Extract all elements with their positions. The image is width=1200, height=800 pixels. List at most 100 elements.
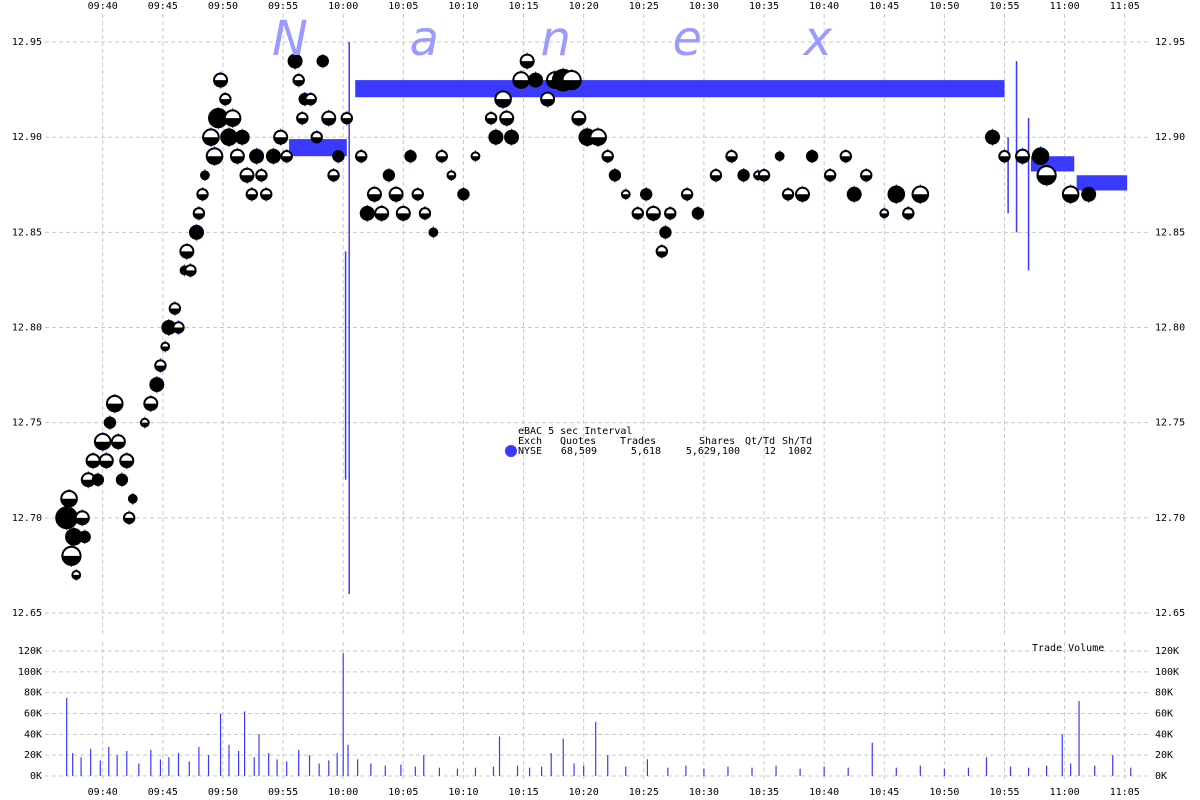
trade-point-half bbox=[758, 175, 770, 181]
trade-point-half bbox=[632, 213, 643, 219]
x-tick-label: 10:55 bbox=[989, 787, 1019, 798]
y-tick-label: 100K bbox=[1155, 667, 1179, 678]
trade-point-half bbox=[75, 517, 89, 525]
y-tick-label: 0K bbox=[1155, 771, 1167, 782]
trade-point-half bbox=[646, 213, 660, 220]
x-tick-label: 09:55 bbox=[268, 787, 298, 798]
legend-header: Shares bbox=[699, 436, 735, 447]
trade-point-half bbox=[221, 137, 237, 145]
trade-point-half bbox=[660, 232, 671, 238]
legend-header: Qt/Td bbox=[745, 436, 775, 447]
trade-point-half bbox=[104, 422, 116, 428]
x-tick-label: 11:00 bbox=[1050, 1, 1080, 12]
trade-point-half bbox=[880, 213, 889, 218]
legend-cell: 68,509 bbox=[561, 446, 597, 457]
trade-point-half bbox=[360, 213, 374, 220]
trade-point-half bbox=[297, 118, 308, 124]
trade-point-half bbox=[61, 498, 77, 507]
trade-point-half bbox=[266, 156, 280, 163]
y-tick-label: 12.65 bbox=[12, 608, 42, 619]
legend-marker bbox=[505, 445, 517, 457]
trade-point-half bbox=[256, 175, 267, 181]
trade-point-half bbox=[150, 384, 164, 392]
trade-point-half bbox=[847, 194, 861, 201]
trade-point-half bbox=[806, 156, 818, 162]
trade-point-half bbox=[169, 308, 181, 314]
watermark: N a n e x bbox=[272, 11, 833, 67]
trade-point-half bbox=[681, 194, 693, 200]
trade-point-half bbox=[261, 194, 272, 200]
trade-point-half bbox=[116, 479, 128, 485]
x-tick-label: 11:05 bbox=[1110, 787, 1140, 798]
trade-point-half bbox=[738, 175, 749, 181]
trade-point-half bbox=[710, 175, 722, 181]
trade-point-half bbox=[726, 156, 737, 162]
legend-header: Sh/Td bbox=[782, 436, 812, 447]
trade-point-half bbox=[375, 213, 389, 220]
trade-point-half bbox=[436, 156, 447, 162]
trade-point-half bbox=[541, 99, 555, 106]
trade-point-half bbox=[656, 251, 668, 257]
quote-band bbox=[1076, 175, 1128, 191]
trade-point-half bbox=[458, 194, 469, 200]
trade-point-half bbox=[590, 137, 606, 145]
y-tick-label: 12.95 bbox=[12, 37, 42, 48]
trade-point-half bbox=[185, 270, 196, 276]
trade-point-half bbox=[274, 137, 288, 144]
trade-point-half bbox=[692, 213, 704, 219]
trade-point-half bbox=[305, 99, 316, 105]
trade-point-half bbox=[356, 156, 367, 162]
trade-point-half bbox=[640, 194, 652, 200]
trade-point-half bbox=[250, 156, 264, 163]
trade-point-half bbox=[288, 61, 302, 68]
trade-point-half bbox=[861, 175, 872, 181]
trade-point-half bbox=[281, 156, 292, 162]
x-tick-label: 09:45 bbox=[148, 1, 178, 12]
legend-header: Exch bbox=[518, 436, 542, 447]
trade-point-half bbox=[201, 175, 209, 180]
x-tick-label: 10:05 bbox=[388, 1, 418, 12]
trade-point-half bbox=[412, 194, 423, 200]
trade-point-half bbox=[322, 118, 336, 125]
trade-point-half bbox=[203, 137, 219, 145]
y-tick-label: 60K bbox=[24, 709, 42, 720]
trade-point-half bbox=[341, 118, 353, 124]
y-tick-label: 60K bbox=[1155, 709, 1173, 720]
trade-point-half bbox=[562, 80, 581, 90]
x-tick-label: 10:35 bbox=[749, 1, 779, 12]
trade-point-half bbox=[1062, 194, 1079, 203]
trade-point-half bbox=[293, 80, 304, 86]
y-tick-label: 12.70 bbox=[1155, 513, 1185, 524]
trade-point-half bbox=[513, 80, 529, 88]
trade-point-half bbox=[985, 137, 999, 144]
trade-point-half bbox=[317, 61, 328, 67]
x-tick-label: 09:45 bbox=[148, 787, 178, 798]
trade-point-half bbox=[240, 175, 254, 182]
trade-point-half bbox=[1032, 156, 1049, 165]
trade-point-half bbox=[485, 118, 497, 124]
trade-point-half bbox=[162, 327, 176, 334]
trade-point-half bbox=[328, 175, 339, 181]
trade-point-half bbox=[999, 156, 1010, 162]
trade-point-half bbox=[128, 498, 137, 503]
y-tick-label: 40K bbox=[1155, 729, 1173, 740]
trade-point-half bbox=[912, 194, 929, 203]
trade-point-half bbox=[224, 118, 241, 126]
x-tick-label: 10:25 bbox=[629, 787, 659, 798]
y-tick-label: 120K bbox=[18, 646, 42, 657]
trade-point-half bbox=[155, 365, 166, 371]
quote-band bbox=[355, 80, 1005, 98]
trade-point-half bbox=[111, 441, 125, 449]
legend-header: Trades bbox=[620, 436, 656, 447]
trade-point-half bbox=[447, 175, 456, 180]
trade-point-half bbox=[62, 555, 81, 565]
trade-point-half bbox=[106, 403, 123, 412]
x-tick-label: 09:50 bbox=[208, 1, 238, 12]
trade-point-half bbox=[193, 213, 205, 219]
trade-point-half bbox=[72, 574, 81, 579]
legend-cell: 12 bbox=[764, 446, 776, 457]
y-tick-label: 80K bbox=[1155, 688, 1173, 699]
legend-title: eBAC 5 sec Interval bbox=[518, 426, 632, 437]
